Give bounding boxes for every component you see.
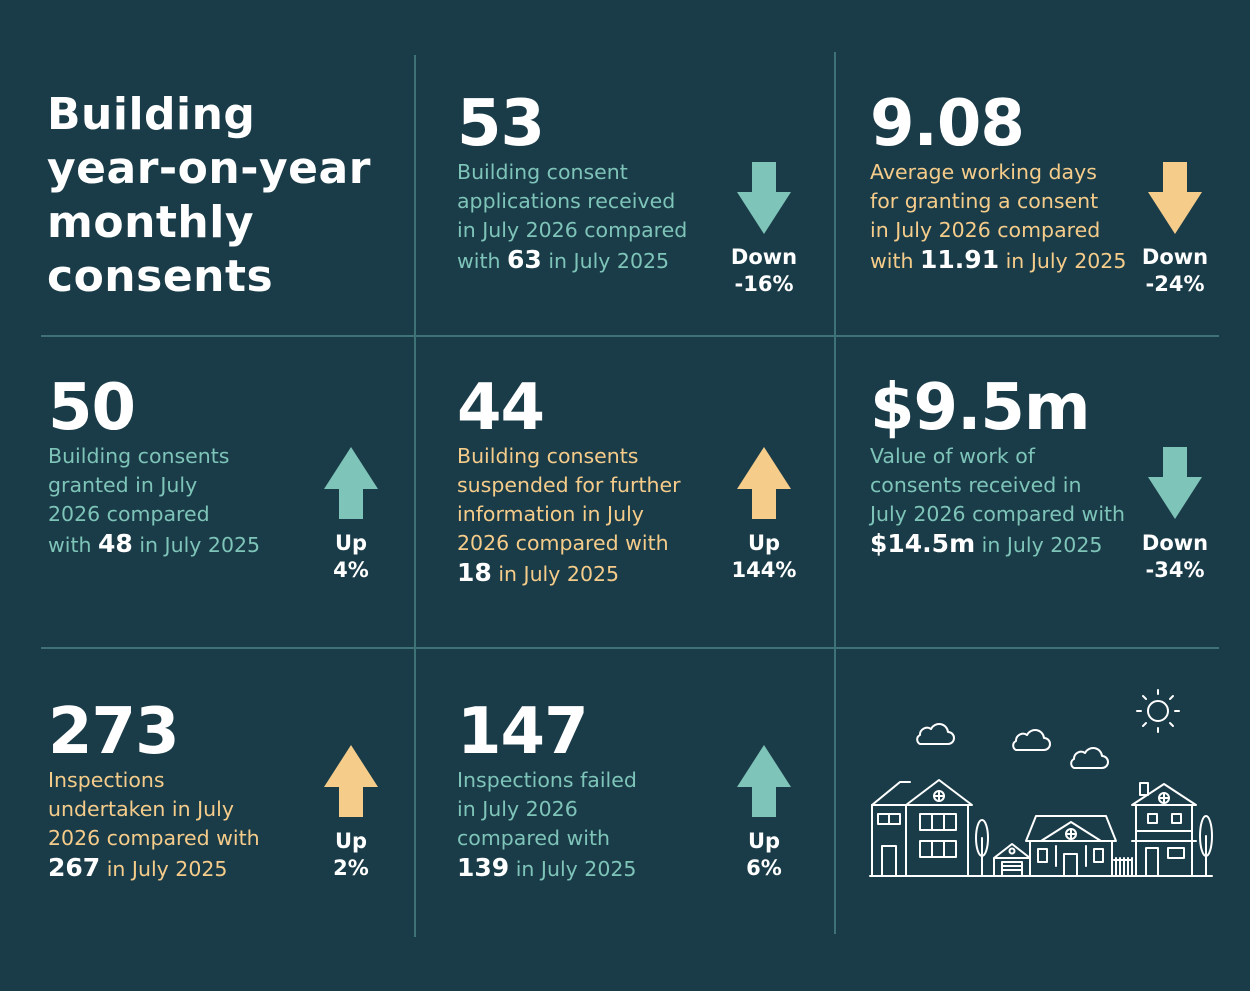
change-indicator: Down -24% [1141, 245, 1209, 296]
arrow-down-icon [1148, 447, 1202, 519]
cloud-icon [1012, 729, 1051, 751]
stat-description: Building consent applications received i… [457, 160, 688, 274]
stat-inspections-failed: 147 Inspections failed in July 2026 comp… [457, 700, 637, 884]
divider-horizontal-bottom [41, 647, 1219, 649]
houses-illustration-icon [869, 689, 1213, 877]
stat-compare-value: 48 [98, 529, 133, 558]
divider-vertical-right [834, 52, 836, 934]
change-indicator: Up 6% [746, 829, 782, 880]
stat-compare-value: 267 [48, 853, 101, 882]
change-indicator: Down -34% [1141, 531, 1209, 582]
stat-value-of-work: $9.5m Value of work of consents received… [870, 376, 1125, 560]
house-large-icon [871, 779, 973, 877]
stat-consents-suspended: 44 Building consents suspended for furth… [457, 376, 681, 589]
divider-vertical-left [414, 55, 416, 937]
stat-description: Building consents suspended for further … [457, 444, 681, 587]
house-small-icon [1131, 782, 1197, 877]
stat-value: 9.08 [870, 87, 1025, 161]
change-indicator: Down -16% [730, 245, 798, 296]
stat-description: Average working days for granting a cons… [870, 160, 1127, 274]
stat-consents-granted: 50 Building consents granted in July 202… [48, 376, 260, 560]
stat-compare-value: 11.91 [920, 245, 1000, 274]
arrow-up-icon [324, 745, 378, 817]
garage-icon [993, 843, 1031, 877]
arrow-down-icon [1148, 162, 1202, 234]
stat-consent-applications: 53 Building consent applications receive… [457, 92, 687, 276]
stat-value: 53 [457, 87, 545, 161]
stat-description: Building consents granted in July 2026 c… [48, 444, 261, 558]
stat-value: 273 [48, 695, 180, 769]
stat-compare-value: 63 [507, 245, 542, 274]
stat-value: $9.5m [870, 371, 1091, 445]
fence-icon [1113, 857, 1133, 877]
stat-inspections-undertaken: 273 Inspections undertaken in July 2026 … [48, 700, 260, 884]
stat-value: 147 [457, 695, 589, 769]
stat-value: 50 [48, 371, 136, 445]
tree-icon [1199, 815, 1213, 877]
stat-working-days: 9.08 Average working days for granting a… [870, 92, 1126, 276]
change-indicator: Up 2% [333, 829, 369, 880]
change-indicator: Up 144% [731, 531, 797, 582]
stat-compare-value: 18 [457, 558, 492, 587]
sun-icon [1136, 689, 1180, 733]
page-title: Building year-on-year monthly consents [47, 89, 371, 302]
cloud-icon [916, 723, 955, 745]
house-medium-icon [1025, 815, 1117, 877]
stat-description: Inspections undertaken in July 2026 comp… [48, 768, 260, 882]
change-indicator: Up 4% [333, 531, 369, 582]
cloud-icon [1070, 747, 1109, 769]
arrow-up-icon [737, 745, 791, 817]
stat-description: Value of work of consents received in Ju… [870, 444, 1126, 558]
stat-description: Inspections failed in July 2026 compared… [457, 768, 637, 882]
arrow-down-icon [737, 162, 791, 234]
arrow-up-icon [324, 447, 378, 519]
stat-compare-value: $14.5m [870, 529, 976, 558]
tree-icon [975, 819, 989, 877]
arrow-up-icon [737, 447, 791, 519]
divider-horizontal-top [41, 335, 1219, 337]
stat-value: 44 [457, 371, 545, 445]
stat-compare-value: 139 [457, 853, 510, 882]
